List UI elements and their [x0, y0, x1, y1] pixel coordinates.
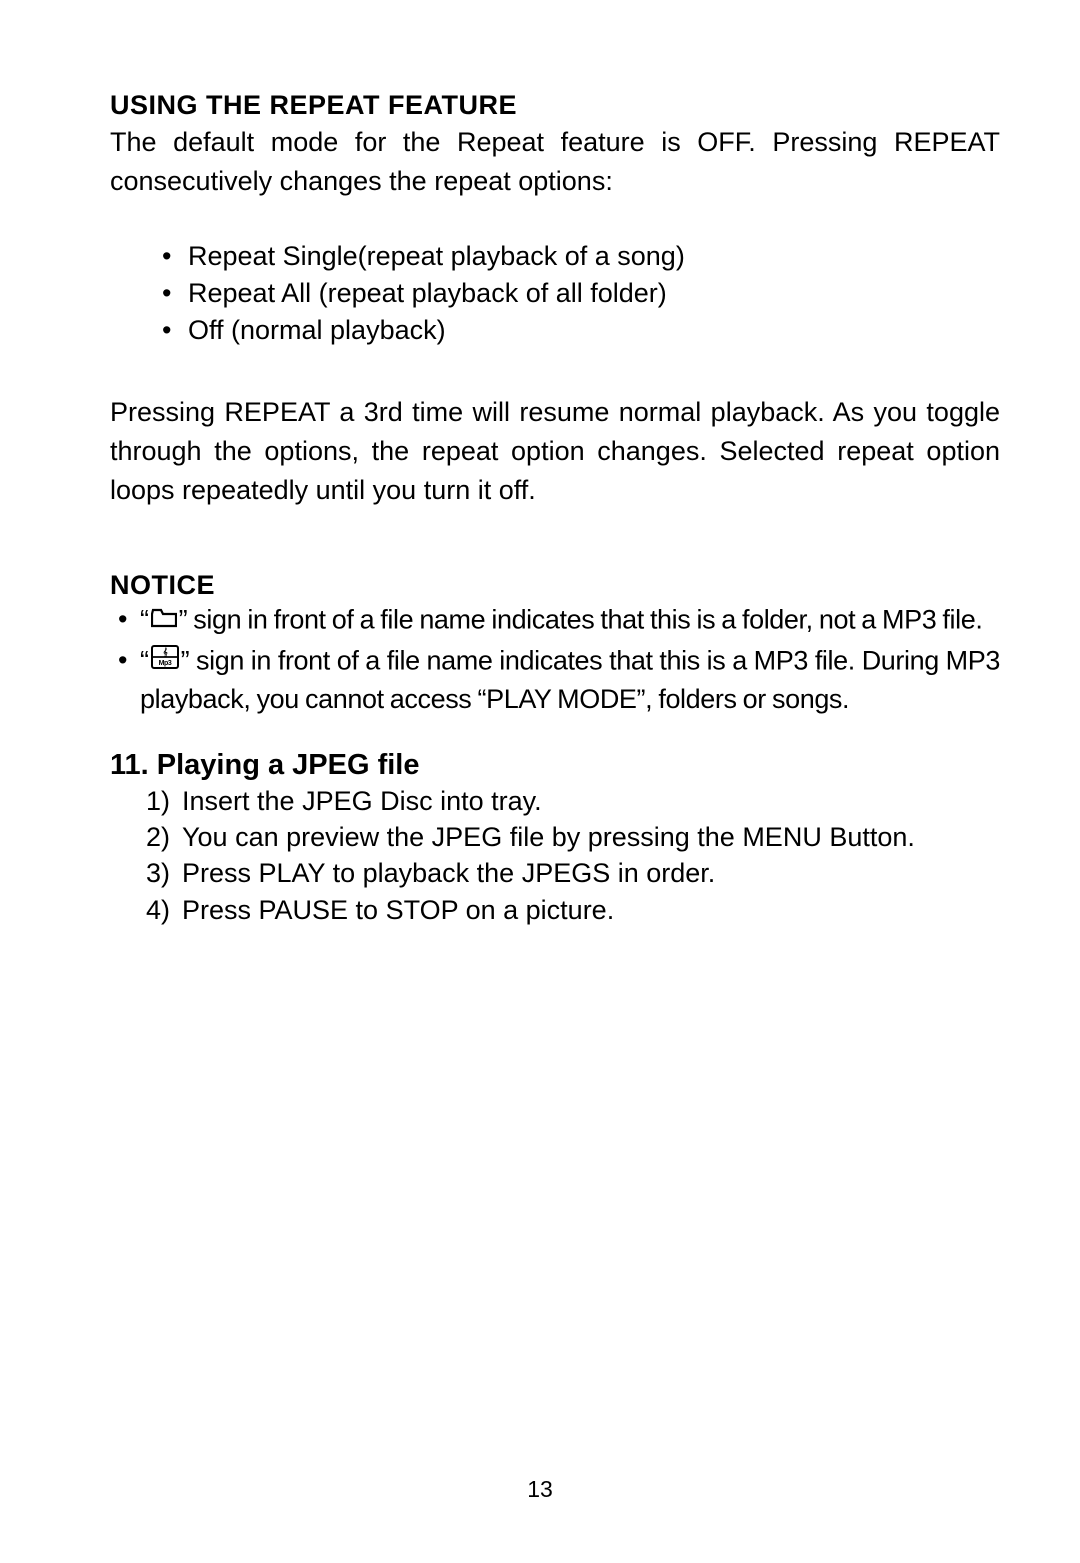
notice-item2-post: ” sign in front of a file name indicates… — [140, 646, 1000, 714]
repeat-title: USING THE REPEAT FEATURE — [110, 90, 1000, 121]
repeat-option: Off (normal playback) — [162, 313, 1000, 348]
notice-item-mp3: “ 𝄞 Mp3” sign in front of a file name indi… — [110, 643, 1000, 717]
repeat-options-list: Repeat Single(repeat playback of a song)… — [110, 239, 1000, 348]
repeat-intro: The default mode for the Repeat feature … — [110, 123, 1000, 201]
repeat-section: USING THE REPEAT FEATURE The default mod… — [110, 90, 1000, 510]
jpeg-steps: Insert the JPEG Disc into tray. You can … — [110, 784, 1000, 927]
notice-item2-pre: “ — [140, 646, 149, 676]
notice-list: “” sign in front of a file name indicate… — [110, 602, 1000, 717]
jpeg-title: 11. Playing a JPEG file — [110, 749, 1000, 782]
notice-section: NOTICE “” sign in front of a file name i… — [110, 570, 1000, 717]
jpeg-step: Insert the JPEG Disc into tray. — [146, 784, 1000, 819]
notice-item1-pre: “ — [140, 605, 149, 635]
notice-item1-post: ” sign in front of a file name indicates… — [179, 605, 983, 635]
svg-text:𝄞: 𝄞 — [162, 647, 167, 658]
mp3-icon: 𝄞 Mp3 — [151, 643, 179, 678]
jpeg-step: Press PLAY to playback the JPEGS in orde… — [146, 856, 1000, 891]
jpeg-step: Press PAUSE to STOP on a picture. — [146, 893, 1000, 928]
notice-title: NOTICE — [110, 570, 1000, 601]
jpeg-step: You can preview the JPEG file by pressin… — [146, 820, 1000, 855]
svg-text:Mp3: Mp3 — [158, 660, 171, 667]
page-number: 13 — [0, 1476, 1080, 1503]
repeat-option: Repeat Single(repeat playback of a song) — [162, 239, 1000, 274]
jpeg-section: 11. Playing a JPEG file Insert the JPEG … — [110, 749, 1000, 927]
repeat-outro: Pressing REPEAT a 3rd time will resume n… — [110, 393, 1000, 510]
notice-item-folder: “ ” sign in front of a file name indicate… — [110, 602, 1000, 641]
folder-icon — [151, 602, 177, 637]
repeat-option: Repeat All (repeat playback of all folde… — [162, 276, 1000, 311]
